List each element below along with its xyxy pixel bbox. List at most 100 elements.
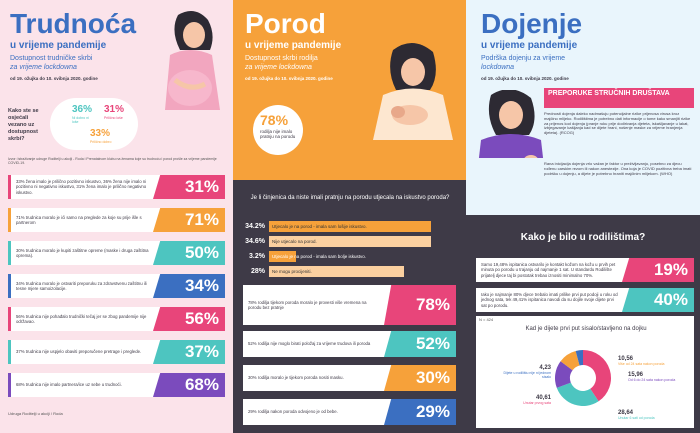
breastfeeding-desc-2: lockdowna [481, 64, 515, 71]
pie-slice [560, 350, 580, 371]
pie-text-4: Više od 24 sata nakon poroda [618, 362, 665, 366]
breastfeeding-title: Dojenje [481, 8, 583, 39]
pregnancy-bar-value: 34% [153, 274, 225, 298]
pregnancy-bar-value: 50% [153, 241, 225, 265]
breastfeeding-bar: Samo 19,48% ispitanica ostvarilo je kont… [476, 258, 694, 282]
birth-panel: Porod u vrijeme pandemije Dostupnost skr… [233, 0, 466, 433]
pregnancy-bar-text: 56% trudnica nije pohađalo trudnički teč… [16, 313, 147, 324]
pregnancy-subtitle: u vrijeme pandemije [10, 40, 107, 51]
pregnancy-bar: 71% trudnica moralo je ići samo na pregl… [8, 208, 225, 232]
birth-title: Porod [245, 8, 326, 39]
pregnancy-bar-text: 37% trudnica nije uspjelo obaviti prepor… [16, 349, 142, 355]
birth-answer-row: 3.2% Utjecalo je na porod - imala sam bol… [243, 250, 453, 263]
birth-bar-text: 29% rodilja nakon poroda odvojeno je od … [248, 409, 338, 415]
birth-answer-fill: Utjecalo je na porod - imala sam lošije … [269, 221, 431, 232]
recommendations-text-2: Rana inicijacija dojenja vrlo važan je f… [544, 161, 692, 176]
birth-answer-row: 34.6% Nije utjecalo na porod. [243, 235, 453, 248]
breastfeeding-desc-1: Podrška dojenju za vrijeme [481, 55, 566, 62]
pregnancy-bar-text: 30% trudnica moralo je kupiti zaštitne o… [16, 247, 149, 258]
birth-bar-value: 52% [384, 331, 456, 357]
recommendations-block [466, 158, 700, 215]
birth-stat-circle [253, 105, 303, 155]
pregnancy-panel: Trudnoća u vrijeme pandemije Dostupnost … [0, 0, 233, 433]
birth-subtitle: u vrijeme pandemije [245, 40, 342, 51]
pie-value-5: 4,23 [539, 365, 551, 371]
pie-slice [555, 361, 573, 388]
pregnancy-source: Izvor: Istraživanje udruge Roditelji u a… [8, 157, 217, 166]
donut-label-1: Ni dobro ni loše [72, 116, 89, 124]
pie-label-5: 4,23 Dijete u rodilištu nije ni jednom s… [501, 365, 551, 379]
recommendations-text-1: Prednosti dojenja daleko nadmašuju poten… [544, 111, 691, 136]
donut-value-1: 36% [72, 104, 93, 115]
breastfeeding-subtitle: u vrijeme pandemije [481, 40, 578, 51]
pie-value-3: 15,96 [628, 372, 644, 378]
breastfeeding-panel: Dojenje u vrijeme pandemije Podrška doje… [466, 0, 700, 433]
birth-bar: 78% rodilja tijekom poroda moralo je pro… [243, 285, 456, 325]
breastfeeding-bar: Iako je najmanje 80% djece trebalo imati… [476, 288, 694, 312]
birth-bar-value: 78% [384, 285, 456, 325]
pregnancy-bar: 34% trudnica moralo je ostvariti preporu… [8, 274, 225, 298]
birth-answer-fill: Utjecalo je na porod - imala sam bolje i… [269, 251, 366, 262]
breastfeeding-bar-text: Iako je najmanje 80% djece trebalo imati… [481, 291, 618, 308]
birth-bar: 29% rodilja nakon poroda odvojeno je od … [243, 399, 456, 425]
pregnancy-dates: od 19. ožujka do 10. svibnja 2020. godin… [10, 76, 98, 81]
breastfeeding-bar-value: 19% [622, 258, 694, 282]
birth-bar-value: 29% [384, 399, 456, 425]
birth-answer-fill: Nije utjecalo na porod. [269, 236, 431, 247]
pregnancy-title: Trudnoća [10, 8, 137, 39]
birth-question: Je li činjenica da niste imali pratnju n… [250, 195, 450, 201]
pregnancy-desc-2: za vrijeme lockdowna [10, 64, 77, 71]
pregnancy-bar-value: 37% [153, 340, 225, 364]
pregnant-woman-illustration [165, 11, 220, 110]
birth-bar-text: 52% rodilja nije moglo birati položaj za… [248, 341, 371, 347]
birth-desc-2: za vrijeme lockdowna [245, 64, 312, 71]
pie-card [476, 316, 694, 428]
mother-baby-illustration [373, 42, 453, 140]
pie-label-2: 28,64 Unutar 6 sati od poroda [618, 410, 688, 420]
birth-dates: od 19. ožujka do 10. svibnja 2020. godin… [245, 76, 333, 81]
pregnancy-bar-text: 68% trudnica nije imalo partnera/ice uz … [16, 382, 122, 388]
pie-slice [583, 350, 612, 402]
birth-answer-label: Ne mogu procijeniti. [272, 269, 312, 274]
birth-bar-text: 30% rodilja moralo je tijekom poroda nos… [248, 375, 344, 381]
breastfeeding-question: Kako je bilo u rodilištima? [520, 232, 646, 243]
pregnancy-bar: 68% trudnica nije imalo partnera/ice uz … [8, 373, 225, 397]
birth-answer-pct: 28% [250, 268, 265, 275]
pregnancy-desc-1: Dostupnost trudničke skrbi [10, 55, 93, 62]
pie-text-5: Dijete u rodilištu nije ni jednom sisalo [503, 371, 551, 379]
birth-answer-pct: 34.6% [245, 238, 265, 245]
birth-bar-text: 78% rodilja tijekom poroda moralo je pro… [248, 299, 367, 310]
birth-big-text: rodilja nije imalo pratnju na porodu [260, 129, 296, 140]
birth-answer-label: Nije utjecalo na porod. [272, 239, 317, 244]
birth-bar-value: 30% [384, 365, 456, 391]
birth-bar: 30% rodilja moralo je tijekom poroda nos… [243, 365, 456, 391]
pregnancy-bar: 30% trudnica moralo je kupiti zaštitne o… [8, 241, 225, 265]
donut-label-2: Prilično loše [104, 116, 123, 120]
donut-card [50, 98, 138, 150]
pie-value-1: 40,61 [535, 395, 551, 401]
pie-value-2: 28,64 [618, 410, 634, 416]
birth-answer-pct: 34.2% [245, 223, 265, 230]
pregnancy-bar-value: 71% [153, 208, 225, 232]
pregnancy-bar: 37% trudnica nije uspjelo obaviti prepor… [8, 340, 225, 364]
first-feeding-pie [555, 350, 612, 407]
pregnancy-bar-text: 33% žena imalo je prilično pozitivno isk… [16, 178, 147, 195]
pregnancy-footer: Udruga Roditelji u akciji / Roda [8, 411, 63, 416]
birth-bar: 52% rodilja nije moglo birati položaj za… [243, 331, 456, 357]
pregnancy-bar-text: 34% trudnica moralo je ostvariti preporu… [16, 280, 147, 291]
pie-slice [556, 382, 599, 407]
donut-label-3: Prilično dobro [90, 140, 112, 144]
pregnancy-bar-text: 71% trudnica moralo je ići samo na pregl… [16, 214, 142, 225]
pie-text-1: Unutar prvog sata [523, 401, 551, 405]
pie-text-2: Unutar 6 sati od poroda [618, 416, 655, 420]
pie-label-4: 10,56 Više od 24 sata nakon poroda [618, 356, 678, 366]
breastfeeding-bar-value: 40% [622, 288, 694, 312]
pie-value-4: 10,56 [618, 356, 634, 362]
birth-answer-row: 34.2% Utjecalo je na porod - imala sam lo… [243, 220, 453, 233]
pregnancy-bar: 33% žena imalo je prilično pozitivno isk… [8, 175, 225, 199]
birth-answer-pct: 3.2% [249, 253, 265, 260]
birth-answer-row: 28% Ne mogu procijeniti. [243, 265, 453, 278]
pregnancy-bar-value: 56% [153, 307, 225, 331]
breastfeeding-dates: od 19. ožujka do 10. svibnja 2020. godin… [481, 76, 569, 81]
birth-answer-label: Utjecalo je na porod - imala sam lošije … [272, 224, 367, 229]
